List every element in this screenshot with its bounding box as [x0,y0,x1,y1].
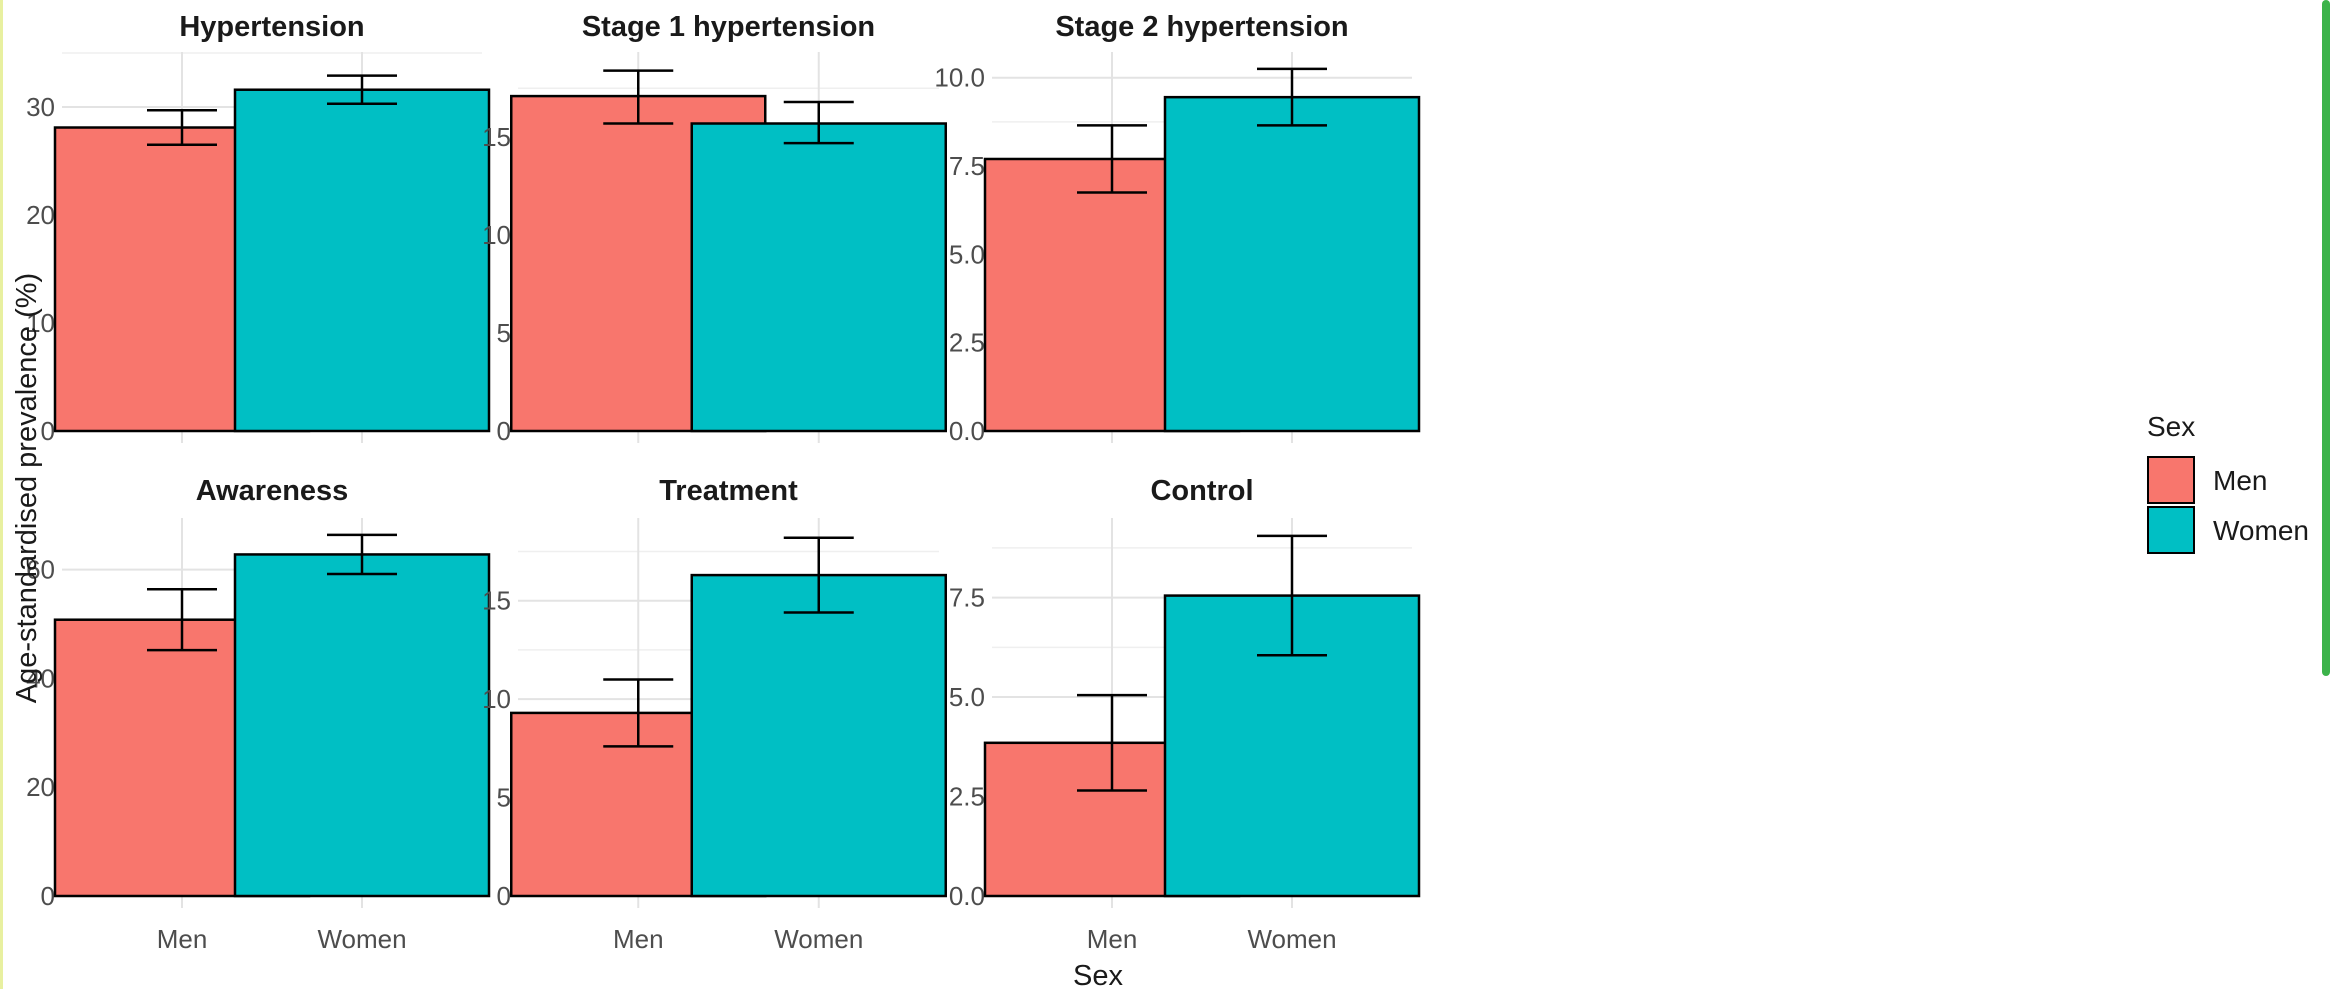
y-tick-label: 10 [482,684,511,714]
x-axis-title: Sex [1073,960,1123,989]
y-tick-label: 0.0 [949,416,985,446]
y-tick-label: 0 [497,881,511,911]
facet-control: 0.0 2.5 5.0 7.5 Control Men Women [949,475,1421,954]
x-tick-label: Men [613,924,664,954]
facet-title: Control [1150,475,1253,507]
y-tick-label: 7.5 [949,151,985,181]
y-tick-label: 5 [497,318,511,348]
right-edge-scrollbar[interactable] [2322,0,2330,676]
y-axis-title: Age-standardised prevalence (%) [11,273,43,703]
y-tick-label: 20 [26,200,55,230]
legend-label-men: Men [2213,465,2267,496]
y-tick-label: 0.0 [949,881,985,911]
facet-treatment: 0 5 10 15 Treatment Men Women [482,475,947,954]
y-tick-label: 15 [482,586,511,616]
facet-title: Treatment [659,475,798,507]
facet-title: Awareness [196,475,349,507]
x-tick-label: Men [1087,924,1138,954]
legend-key-women [2147,506,2195,554]
y-tick-label: 40 [26,663,55,693]
y-tick-label: 0 [41,416,55,446]
legend-title: Sex [2147,411,2195,442]
left-edge-stripe [0,0,3,989]
y-tick-label: 5.0 [949,239,985,269]
legend-key-men [2147,456,2195,504]
facet-title: Hypertension [179,11,364,43]
x-tick-label: Women [317,924,406,954]
x-tick-label: Men [157,924,208,954]
bar-women [690,122,947,433]
y-tick-label: 20 [26,772,55,802]
y-tick-label: 0 [497,416,511,446]
x-tick-label: Women [774,924,863,954]
facet-stage-2-hypertension: 0.0 2.5 5.0 7.5 10.0 Stage 2 hypertension [934,11,1421,446]
y-tick-label: 5.0 [949,682,985,712]
y-tick-label: 10 [482,220,511,250]
legend-label-women: Women [2213,515,2309,546]
y-tick-label: 5 [497,783,511,813]
y-tick-label: 15 [482,122,511,152]
bar-women [1163,95,1421,433]
y-tick-label: 0 [41,881,55,911]
y-tick-label: 10.0 [934,63,985,93]
facet-title: Stage 2 hypertension [1055,11,1348,43]
y-tick-label: 30 [26,92,55,122]
y-tick-label: 2.5 [949,328,985,358]
x-tick-label: Women [1247,924,1336,954]
y-tick-label: 60 [26,555,55,585]
facet-awareness: 0 20 40 60 Awareness Men Women [26,475,491,954]
facet-stage-1-hypertension: 0 5 10 15 Stage 1 hypertension [482,11,947,446]
y-tick-label: 10 [26,308,55,338]
facet-panels: 0 10 20 30 Hypertension 0 5 10 15 Stage 1 hyperte… [26,11,1421,954]
bar-women [233,553,491,898]
facet-hypertension: 0 10 20 30 Hypertension [26,11,491,446]
bar-women [690,573,947,898]
legend: Sex Men Women [2147,411,2309,554]
y-tick-label: 7.5 [949,583,985,613]
y-tick-label: 2.5 [949,782,985,812]
bar-women [233,88,491,433]
facet-title: Stage 1 hypertension [582,11,875,43]
